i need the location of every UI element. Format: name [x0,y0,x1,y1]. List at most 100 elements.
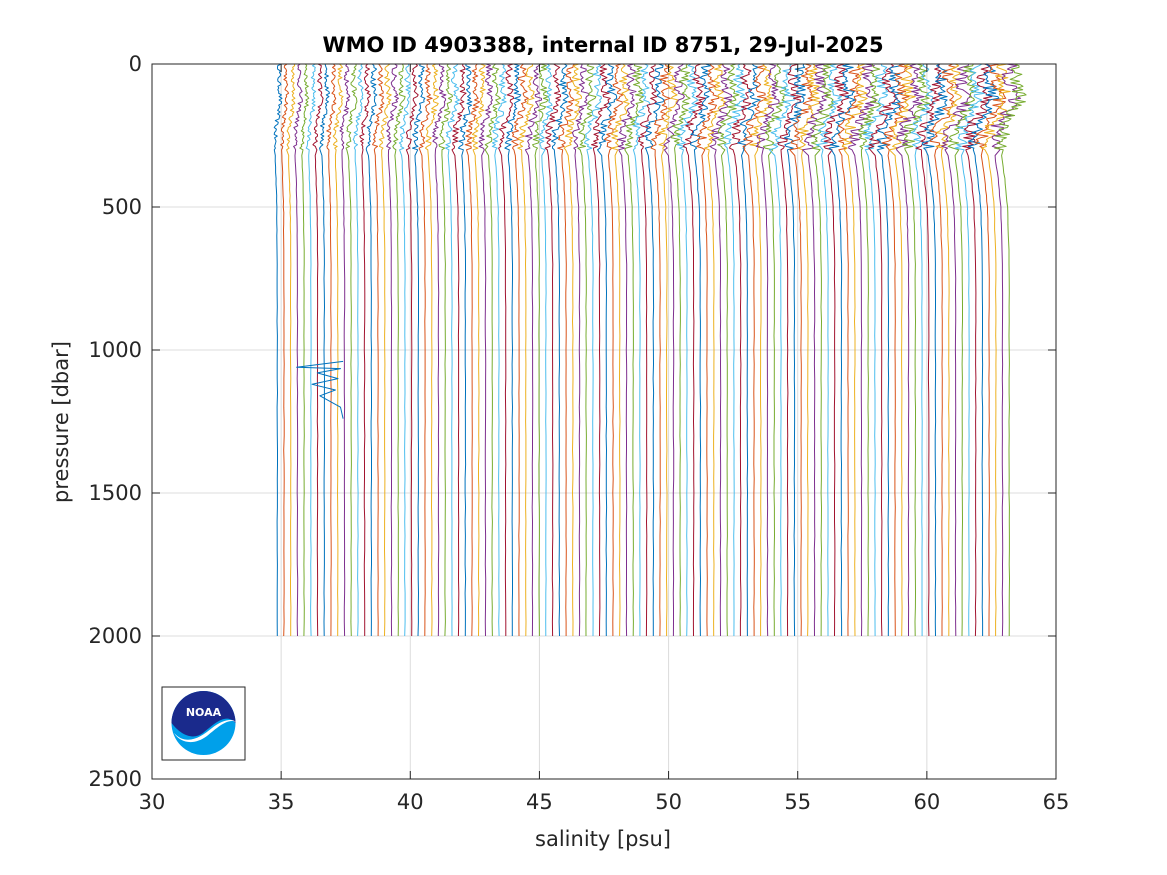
profile-line [583,63,602,637]
profile-line [868,63,898,637]
profile-line [359,63,371,636]
profile-line [293,63,303,637]
profile-line [815,63,843,636]
profile-line [837,63,862,637]
x-tick-label: 65 [1043,790,1070,814]
profile-line [491,63,507,637]
profile-line [729,63,753,636]
profile-line [617,63,637,637]
y-tick-label: 500 [102,195,142,219]
profile-line [597,63,618,637]
profile-line [962,63,993,637]
profile-line [386,63,399,637]
profile-line [876,63,903,637]
y-tick-label: 1000 [89,338,142,362]
profile-line [319,63,330,637]
x-tick-label: 35 [268,790,295,814]
profile-line [842,63,868,637]
profile-line [888,63,916,637]
profile-line [457,63,473,637]
profile-lines [273,63,1027,637]
profile-line [755,63,780,637]
profile-line [544,63,562,637]
profile-line [604,63,624,637]
profile-line [810,63,834,637]
profile-line [577,63,597,637]
profile-line [378,63,392,637]
y-tick-label: 0 [129,52,142,76]
y-tick-label: 1500 [89,481,142,505]
noaa-logo: NOAA [161,686,246,761]
profile-line [954,63,986,637]
profile-line [471,63,486,637]
profile-line [858,63,881,637]
profile-line [517,63,535,637]
profile-line [947,63,977,637]
profile-line [717,63,740,637]
x-tick-label: 30 [139,790,166,814]
profile-line [704,63,726,637]
profile-line [305,63,317,637]
profile-line [929,63,957,636]
profile-line [432,63,447,637]
profile-line [789,63,815,637]
profile-line [524,63,543,637]
profile-line [682,63,707,637]
profile-line [742,64,767,636]
noaa-logo-text: NOAA [186,706,222,719]
x-tick-label: 40 [397,790,424,814]
x-tick-label: 50 [655,790,682,814]
x-axis-label: salinity [psu] [535,827,671,851]
y-tick-label: 2500 [89,767,142,791]
profile-line [783,63,806,637]
profile-line [777,63,802,637]
profile-line [967,63,1000,636]
profile-line [280,63,290,637]
profile-line [611,63,630,637]
profile-line [763,63,787,636]
profile-line [910,63,936,636]
profile-line [511,63,529,637]
profile-line [551,63,569,637]
profile-line [828,63,856,636]
profile-line [881,63,910,637]
profile-line [286,63,296,636]
profile-line [424,63,439,637]
profile-line [451,63,467,637]
profile-line [676,63,699,637]
profile-line [650,63,671,637]
profile-line [902,63,930,637]
profile-line [412,63,426,637]
profile-line [658,63,679,636]
profile-line [981,63,1011,636]
profile-line [312,63,324,637]
profile-line [332,63,344,636]
profile-line [941,63,972,637]
profile-line [345,63,358,637]
x-tick-label: 60 [913,790,940,814]
profile-line [557,63,575,636]
profile-line [723,63,747,637]
profile-line [478,63,493,637]
x-tick-label: 55 [784,790,811,814]
chart-title: WMO ID 4903388, internal ID 8751, 29-Jul… [322,33,883,57]
plot-frame [151,63,1057,780]
profile-line [326,63,337,637]
profile-line [398,63,411,637]
profile-line [644,63,665,636]
profile-line [632,63,651,637]
profile-line [299,63,310,637]
profile-line [445,63,461,637]
profile-line [709,63,733,637]
axis-ticks: 30 35 40 45 50 55 60 65 0 500 1000 1500 2000 2500 [89,52,1070,814]
profile-line [624,63,644,637]
profile-line [563,63,582,637]
profile-line [405,63,419,637]
profile-line [365,63,378,637]
profile-line [352,63,364,637]
profile-line [392,63,406,637]
profile-line [749,63,774,636]
profile-line [690,63,712,637]
profile-line [591,63,611,637]
